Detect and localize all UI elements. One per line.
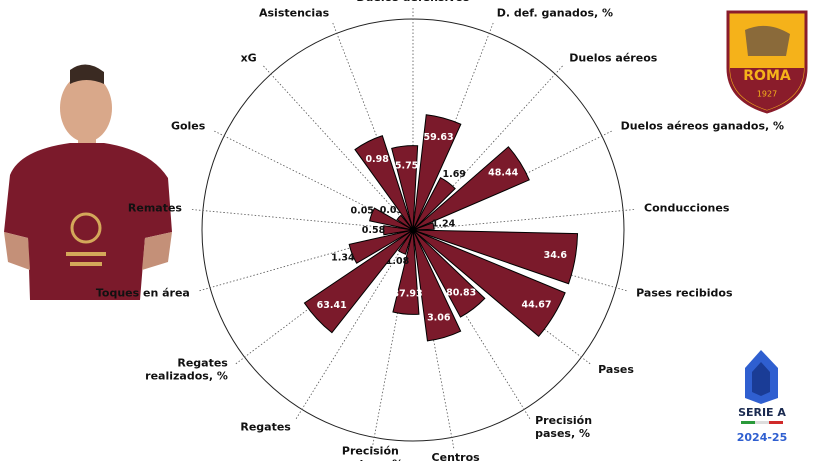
value-label: 5.75	[395, 160, 418, 171]
bar	[412, 222, 435, 231]
value-label: 1.08	[386, 256, 410, 267]
category-label: Duelos aéreos	[569, 52, 657, 65]
bar	[412, 229, 566, 337]
value-label: 34.6	[544, 250, 568, 261]
bar	[382, 225, 414, 236]
league-name: SERIE A	[738, 406, 786, 419]
value-label: 0.03	[380, 205, 403, 216]
value-label: 0.05	[350, 205, 373, 216]
bar	[348, 229, 414, 264]
value-label: 37.93	[393, 289, 423, 300]
bar	[412, 114, 462, 231]
club-crest: ROMA 1927	[726, 10, 808, 114]
club-year: 1927	[757, 90, 777, 99]
value-label: 63.41	[317, 300, 347, 311]
bar	[412, 229, 462, 342]
category-label: Pases	[598, 363, 634, 376]
category-label: D. def. ganados, %	[497, 7, 613, 20]
bar	[412, 146, 530, 231]
category-label: Goles	[171, 120, 206, 133]
value-label: 0.58	[362, 225, 386, 236]
category-label: Pases recibidos	[636, 286, 733, 299]
value-label: 3.06	[427, 313, 451, 324]
category-label: Centros	[432, 451, 481, 461]
bar	[412, 177, 456, 231]
value-label: 1.69	[442, 169, 465, 180]
bar	[397, 229, 414, 255]
category-label: Duelos defensivos	[356, 0, 470, 4]
bar	[412, 229, 486, 318]
player-photo	[4, 64, 172, 300]
bar	[412, 229, 579, 285]
value-label: 44.67	[521, 300, 551, 311]
bar	[303, 229, 414, 334]
value-label: 48.44	[488, 168, 518, 179]
bar	[391, 145, 419, 231]
value-label: 59.63	[424, 132, 454, 143]
category-label: Regates	[240, 420, 291, 433]
club-name: ROMA	[743, 68, 791, 84]
season: 2024-25	[737, 431, 788, 444]
value-label: 80.83	[446, 287, 476, 298]
category-label: Conducciones	[644, 202, 730, 215]
category-label: Precisióncentros, %	[338, 445, 404, 461]
bar	[354, 135, 414, 231]
category-label: Duelos aéreos ganados, %	[621, 120, 784, 133]
bar	[369, 207, 414, 231]
category-label: Toques en área	[96, 286, 190, 299]
category-label: Regates realizados, %	[145, 356, 228, 382]
category-label: Asistencias	[259, 7, 330, 20]
value-label: 0.98	[365, 154, 389, 165]
category-label: Precisión pases, %	[535, 414, 592, 440]
value-label: 1.24	[432, 219, 456, 230]
category-label: Remates	[128, 202, 183, 215]
category-label: xG	[241, 52, 257, 65]
league-logo: SERIE A 2024-25	[737, 350, 788, 444]
value-label: 1.34	[331, 252, 355, 263]
bar	[392, 229, 420, 315]
bar	[396, 214, 414, 231]
